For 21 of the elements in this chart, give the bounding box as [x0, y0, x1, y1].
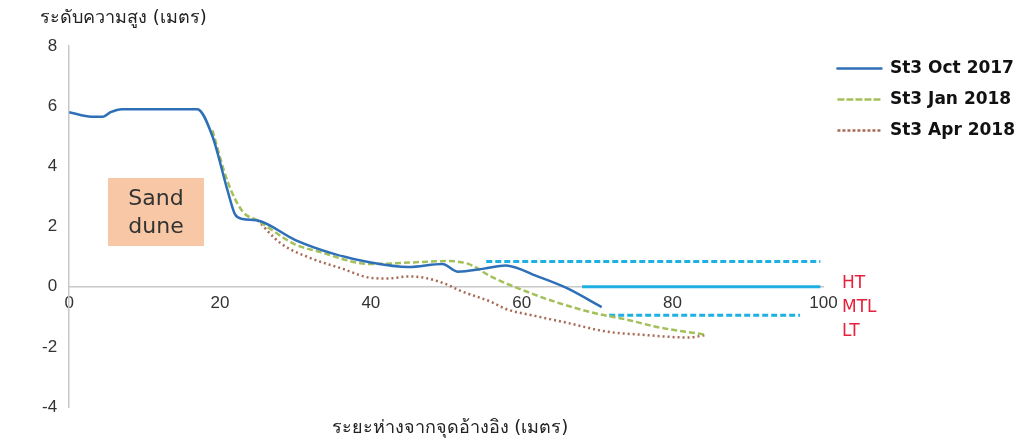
text: HT: [842, 272, 866, 292]
y-tick-label: 4: [47, 156, 58, 176]
text: LT: [842, 320, 860, 340]
y-tick-label: 2: [47, 216, 58, 236]
y-tick-label: 0: [47, 276, 58, 296]
x-tick-label: 80: [663, 292, 683, 312]
x-axis-title: ระยะห่างจากจุดอ้างอิง (เมตร): [331, 416, 569, 437]
y-tick-label: -2: [41, 336, 58, 356]
legend-label: St3 Oct 2017: [889, 56, 1014, 77]
legend-label: St3 Jan 2018: [889, 87, 1012, 108]
y-tick-label: 6: [47, 95, 58, 115]
legend-label: St3 Apr 2018: [889, 118, 1015, 139]
y-axis-title: ระดับความสูง (เมตร): [40, 5, 207, 30]
x-tick-label: 100: [809, 292, 838, 312]
x-tick-label: 40: [361, 292, 381, 312]
x-tick-label: 60: [512, 292, 532, 312]
y-tick-label: 8: [47, 35, 58, 55]
text: MTL: [842, 296, 877, 316]
annotation: Sand dune: [108, 178, 204, 246]
y-tick-label: -4: [41, 396, 58, 416]
x-tick-label: 20: [210, 292, 230, 312]
